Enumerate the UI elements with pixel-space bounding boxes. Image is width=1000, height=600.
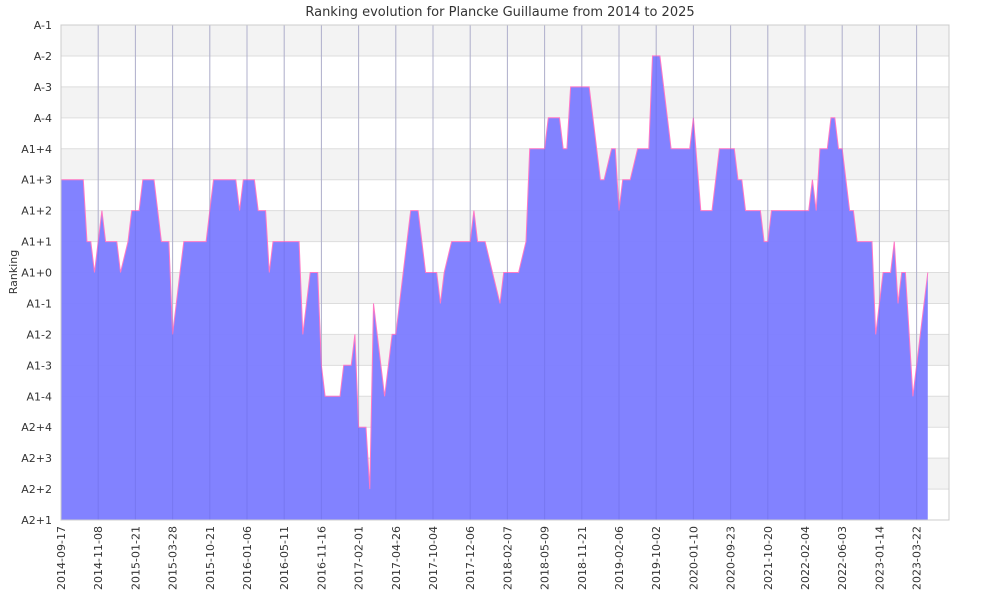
- x-tick-label: 2015-03-28: [167, 526, 180, 590]
- x-tick-label: 2021-10-20: [762, 526, 775, 590]
- x-tick-label: 2017-02-01: [353, 526, 366, 590]
- x-tick-label: 2015-01-21: [129, 526, 142, 590]
- grid-band: [61, 148, 949, 180]
- plot-border: [60, 24, 950, 521]
- x-tick-label: 2016-01-06: [241, 526, 254, 590]
- y-tick-label: A2+1: [21, 514, 52, 527]
- grid-band: [61, 179, 949, 211]
- y-tick-label: A-4: [34, 112, 52, 125]
- y-tick-label: A-3: [34, 81, 52, 94]
- x-tick-label: 2017-12-06: [464, 526, 477, 590]
- x-tick-label: 2022-02-04: [799, 526, 812, 590]
- y-tick-label: A1+3: [21, 174, 52, 187]
- series-line: [61, 55, 929, 490]
- x-tick-label: 2018-05-09: [539, 526, 552, 590]
- y-tick-label: A-1: [34, 19, 52, 32]
- x-tick-label: 2015-10-21: [204, 526, 217, 590]
- x-tick-label: 2022-06-03: [836, 526, 849, 590]
- x-tick-label: 2017-04-26: [390, 526, 403, 590]
- x-tick-label: 2018-02-07: [501, 526, 514, 590]
- y-tick-label: A-2: [34, 50, 52, 63]
- y-tick-label: A2+3: [21, 452, 52, 465]
- x-tick-label: 2023-03-22: [911, 526, 924, 590]
- x-tick-label: 2017-10-04: [427, 526, 440, 590]
- x-tick-label: 2019-02-06: [613, 526, 626, 590]
- plot-area: A2+1 A2+2 A2+3 A2+4 A1-4 A1-3 A1-2 A1-1 A1+0 A1+1…: [21, 19, 950, 590]
- grid-band: [61, 55, 949, 87]
- series-area: [61, 55, 928, 521]
- grid-band: [61, 25, 949, 56]
- x-tick-label: 2019-10-02: [650, 526, 663, 590]
- y-tick-label: A2+2: [21, 483, 52, 496]
- y-tick-label: A2+4: [21, 421, 52, 434]
- y-tick-label: A1+4: [21, 143, 52, 156]
- grid-band: [61, 117, 949, 149]
- x-tick-label: 2020-01-10: [687, 526, 700, 590]
- y-tick-label: A1-2: [27, 328, 53, 341]
- y-axis-label: Ranking: [7, 250, 20, 295]
- x-tick-label: 2023-01-14: [873, 526, 886, 590]
- y-tick-label: A1+0: [21, 267, 52, 280]
- x-tick-label: 2018-11-21: [576, 526, 589, 590]
- y-tick-label: A1+1: [21, 236, 52, 249]
- x-tick-label: 2014-09-17: [55, 526, 68, 590]
- x-tick-label: 2020-09-23: [725, 526, 738, 590]
- y-tick-label: A1-3: [27, 359, 53, 372]
- y-tick-label: A1-1: [27, 297, 53, 310]
- x-tick-label: 2016-05-11: [278, 526, 291, 590]
- y-tick-label: A1-4: [27, 390, 53, 403]
- x-tick-label: 2014-11-08: [92, 526, 105, 590]
- chart-title: Ranking evolution for Plancke Guillaume …: [305, 5, 694, 20]
- x-tick-label: 2016-11-16: [315, 526, 328, 590]
- grid-band: [61, 86, 949, 118]
- y-tick-label: A1+2: [21, 205, 52, 218]
